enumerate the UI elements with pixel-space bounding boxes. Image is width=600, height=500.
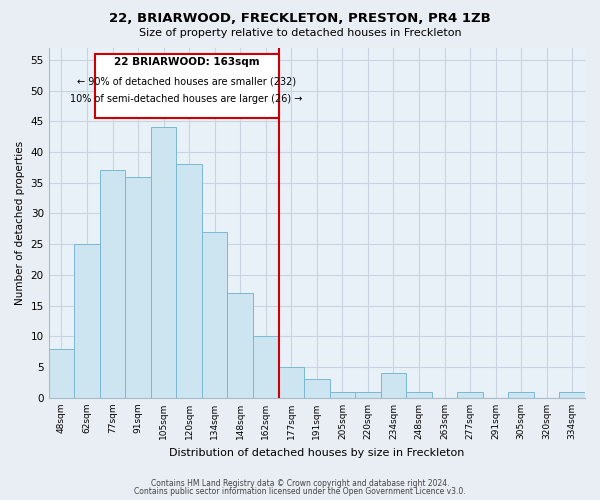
Bar [457, 392, 483, 398]
Text: Contains public sector information licensed under the Open Government Licence v3: Contains public sector information licen… [134, 487, 466, 496]
Bar [559, 392, 585, 398]
Text: Size of property relative to detached houses in Freckleton: Size of property relative to detached ho… [139, 28, 461, 38]
FancyBboxPatch shape [95, 54, 278, 118]
Bar [278, 367, 304, 398]
Bar [227, 294, 253, 398]
Text: Contains HM Land Registry data © Crown copyright and database right 2024.: Contains HM Land Registry data © Crown c… [151, 478, 449, 488]
Y-axis label: Number of detached properties: Number of detached properties [15, 140, 25, 305]
Bar [380, 374, 406, 398]
Bar [49, 348, 74, 398]
Bar [406, 392, 432, 398]
Bar [355, 392, 380, 398]
Bar [202, 232, 227, 398]
Bar [176, 164, 202, 398]
Text: 22, BRIARWOOD, FRECKLETON, PRESTON, PR4 1ZB: 22, BRIARWOOD, FRECKLETON, PRESTON, PR4 … [109, 12, 491, 26]
Bar [304, 380, 329, 398]
Text: ← 90% of detached houses are smaller (232): ← 90% of detached houses are smaller (23… [77, 76, 296, 86]
Bar [508, 392, 534, 398]
Bar [100, 170, 125, 398]
Text: 22 BRIARWOOD: 163sqm: 22 BRIARWOOD: 163sqm [114, 57, 259, 67]
Text: 10% of semi-detached houses are larger (26) →: 10% of semi-detached houses are larger (… [70, 94, 303, 104]
Bar [253, 336, 278, 398]
Bar [74, 244, 100, 398]
Bar [125, 176, 151, 398]
Bar [329, 392, 355, 398]
Bar [151, 128, 176, 398]
X-axis label: Distribution of detached houses by size in Freckleton: Distribution of detached houses by size … [169, 448, 464, 458]
